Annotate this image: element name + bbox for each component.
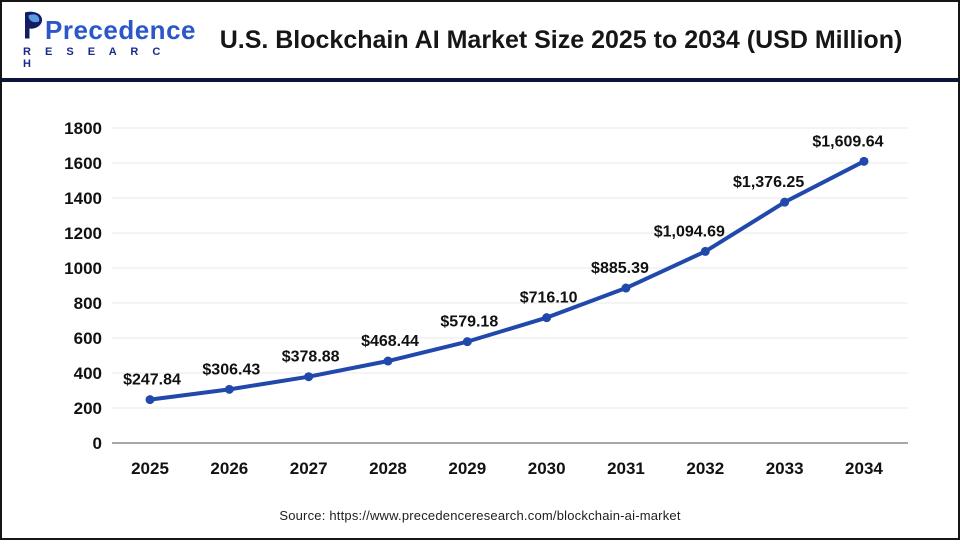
source-citation: Source: https://www.precedenceresearch.c… xyxy=(279,508,681,523)
data-point xyxy=(383,356,393,366)
data-label: $306.43 xyxy=(202,361,260,378)
y-axis-tick-label: 800 xyxy=(74,294,102,313)
logo-subname: R E S E A R C H xyxy=(23,45,166,70)
chart-title: U.S. Blockchain AI Market Size 2025 to 2… xyxy=(219,25,903,54)
header-bar: Precedence R E S E A R C H U.S. Blockcha… xyxy=(2,2,958,82)
x-axis-tick-label: 2033 xyxy=(766,459,804,478)
y-axis-tick-label: 1400 xyxy=(64,189,102,208)
data-point xyxy=(224,384,234,394)
data-point xyxy=(542,313,552,323)
data-point xyxy=(859,156,869,166)
data-point xyxy=(304,372,314,382)
x-axis-tick-label: 2034 xyxy=(845,459,883,478)
data-point xyxy=(145,395,155,405)
data-point xyxy=(621,283,631,293)
y-axis-tick-label: 1200 xyxy=(64,224,102,243)
x-axis-tick-label: 2029 xyxy=(448,459,486,478)
precedence-research-logo: Precedence R E S E A R C H xyxy=(22,11,195,70)
data-point xyxy=(462,337,472,347)
data-label: $885.39 xyxy=(591,260,649,277)
x-axis-tick-label: 2027 xyxy=(290,459,328,478)
y-axis-tick-label: 1800 xyxy=(64,119,102,138)
data-label: $1,376.25 xyxy=(733,174,804,191)
logo-p-leaf-icon xyxy=(22,11,44,43)
line-chart: 0 200 400 600 800 1000 1200 1400 1600 1800 2025 202… xyxy=(64,119,908,478)
x-axis-tick-label: 2028 xyxy=(369,459,407,478)
data-label: $378.88 xyxy=(282,349,340,366)
data-label: $579.18 xyxy=(440,314,498,331)
data-label: $1,094.69 xyxy=(654,223,725,240)
data-label: $1,609.64 xyxy=(812,133,883,150)
x-axis-tick-label: 2031 xyxy=(607,459,645,478)
logo-name: Precedence xyxy=(45,14,196,45)
data-label: $247.84 xyxy=(123,372,181,389)
chart-area: 0 200 400 600 800 1000 1200 1400 1600 1800 2025 202… xyxy=(2,82,958,512)
data-point xyxy=(700,246,710,256)
data-point xyxy=(780,197,790,207)
x-axis-tick-label: 2032 xyxy=(686,459,724,478)
logo-wordmark: Precedence xyxy=(22,11,195,43)
y-axis-tick-label: 200 xyxy=(74,399,102,418)
y-axis-tick-label: 1600 xyxy=(64,154,102,173)
y-axis-tick-label: 400 xyxy=(74,364,102,383)
data-label: $468.44 xyxy=(361,333,419,350)
x-axis-tick-label: 2026 xyxy=(210,459,248,478)
data-label: $716.10 xyxy=(520,290,578,307)
y-axis-tick-label: 1000 xyxy=(64,259,102,278)
x-axis-tick-label: 2025 xyxy=(131,459,169,478)
y-axis-tick-label: 600 xyxy=(74,329,102,348)
x-axis-tick-label: 2030 xyxy=(528,459,566,478)
series-line xyxy=(148,159,866,402)
y-axis-tick-label: 0 xyxy=(93,434,102,453)
